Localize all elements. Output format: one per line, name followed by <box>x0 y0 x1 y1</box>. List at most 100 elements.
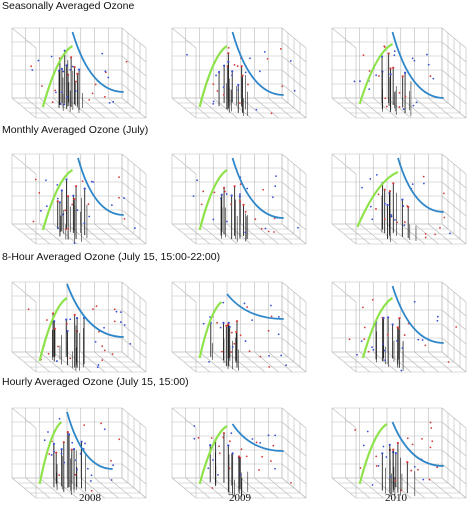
data-point <box>193 425 196 427</box>
data-point <box>123 197 126 199</box>
data-point <box>246 306 249 308</box>
data-point <box>71 441 74 444</box>
data-point <box>403 224 406 227</box>
data-point <box>27 308 30 311</box>
data-point <box>31 69 34 71</box>
data-point <box>58 201 61 204</box>
data-point <box>247 83 249 86</box>
data-point <box>119 321 122 323</box>
data-point <box>381 343 384 346</box>
data-point <box>73 313 76 316</box>
data-point <box>403 71 407 74</box>
data-point <box>101 52 104 55</box>
data-point <box>103 428 106 431</box>
data-point <box>238 200 242 203</box>
grid-lines <box>171 153 307 245</box>
data-point <box>107 76 110 79</box>
data-point <box>210 437 213 439</box>
data-point <box>212 83 215 86</box>
data-point <box>74 185 78 188</box>
data-point <box>65 322 68 325</box>
data-point <box>400 489 403 492</box>
data-point <box>94 340 97 343</box>
data-point <box>371 218 374 221</box>
data-point <box>230 331 233 334</box>
data-point <box>449 232 451 235</box>
data-point <box>393 50 396 53</box>
data-point <box>354 429 357 431</box>
data-point <box>230 432 233 435</box>
data-point <box>285 364 288 367</box>
data-point <box>396 326 399 329</box>
data-point <box>412 104 415 107</box>
data-point <box>242 203 245 206</box>
data-point <box>274 434 277 437</box>
data-point <box>37 59 40 62</box>
grid-line <box>11 281 37 303</box>
data-point <box>430 427 433 429</box>
data-point <box>429 75 432 78</box>
panel-r2-c2 <box>324 266 472 378</box>
data-point <box>246 187 249 190</box>
data-point <box>382 316 385 320</box>
data-point <box>261 455 264 458</box>
data-point <box>401 75 404 78</box>
data-point <box>429 421 432 424</box>
data-point <box>134 227 136 230</box>
data-point <box>90 489 93 492</box>
data-point <box>227 47 230 49</box>
data-point <box>400 369 403 372</box>
data-point <box>61 213 64 216</box>
data-point <box>422 182 425 185</box>
year-label-2010: 2010 <box>385 492 407 504</box>
data-point <box>41 85 43 87</box>
data-point <box>239 193 241 196</box>
data-point <box>264 227 267 230</box>
blue-fit-curve <box>66 283 124 338</box>
data-point <box>392 182 395 185</box>
blue-fit-curve <box>226 293 284 320</box>
data-point <box>384 202 386 205</box>
data-point <box>74 473 77 476</box>
data-point <box>273 231 275 233</box>
data-point <box>202 190 205 193</box>
row-title-hourly: Hourly Averaged Ozone (July 15, 15:00) <box>2 376 189 388</box>
data-point <box>255 441 258 444</box>
panel-r0-c0 <box>4 12 152 124</box>
data-point <box>240 448 243 451</box>
data-point <box>239 334 242 337</box>
data-point <box>95 305 98 308</box>
data-point <box>375 465 378 467</box>
data-point <box>266 57 269 60</box>
panel-r0-c2 <box>324 12 472 124</box>
green-fit-curve <box>361 297 394 359</box>
data-point <box>215 74 217 77</box>
grid-lines <box>331 153 467 245</box>
data-point <box>200 203 203 206</box>
data-point <box>404 95 407 98</box>
data-point <box>222 186 226 189</box>
data-point <box>421 339 424 341</box>
data-point <box>277 315 280 318</box>
data-point <box>220 193 223 196</box>
data-point <box>207 467 210 470</box>
data-point <box>385 456 388 458</box>
data-point <box>87 203 90 206</box>
data-point <box>359 80 361 83</box>
data-point <box>72 194 75 197</box>
data-point <box>233 185 236 188</box>
row-title-8hour: 8-Hour Averaged Ozone (July 15, 15:00-22… <box>2 251 221 263</box>
data-point <box>197 436 200 439</box>
data-point <box>69 357 72 360</box>
data-point <box>353 80 356 83</box>
data-point <box>428 478 431 481</box>
grid-line <box>331 153 357 175</box>
data-point <box>270 460 272 463</box>
data-point <box>410 469 413 472</box>
data-point <box>248 350 251 353</box>
data-point <box>216 321 218 324</box>
data-point <box>375 74 378 77</box>
data-point <box>432 77 435 80</box>
data-point <box>390 214 393 216</box>
data-point <box>274 467 276 470</box>
